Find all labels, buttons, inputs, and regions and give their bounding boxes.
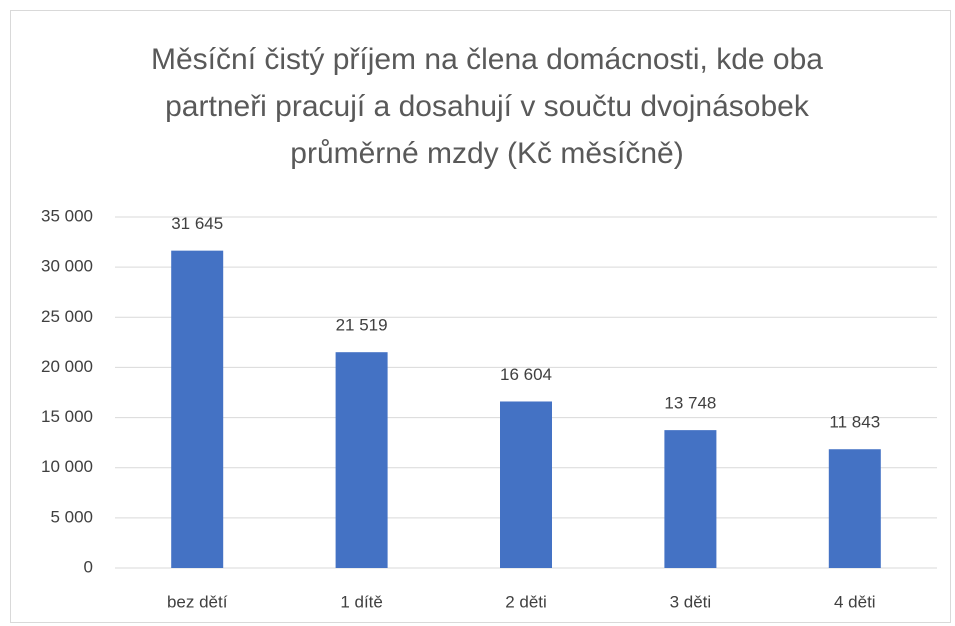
y-tick-label: 20 000 [41,357,93,376]
data-label: 31 645 [171,214,223,233]
y-tick-label: 25 000 [41,307,93,326]
x-tick-label: 3 děti [670,592,712,611]
y-tick-label: 35 000 [41,206,93,225]
x-tick-label: 1 dítě [340,592,383,611]
bar [664,430,717,568]
x-tick-label: 2 děti [505,592,547,611]
bar [335,352,388,568]
x-tick-label: bez dětí [167,592,228,611]
y-tick-label: 10 000 [41,457,93,476]
chart-border [10,10,951,623]
y-tick-label: 5 000 [50,507,93,526]
data-label: 16 604 [500,365,552,384]
bar [500,401,552,568]
data-label: 11 843 [829,413,880,432]
y-tick-label: 0 [84,557,93,576]
data-label: 21 519 [336,316,388,335]
y-tick-label: 30 000 [41,257,93,276]
bar [828,449,881,568]
chart-title: Měsíční čistý příjem na člena domácnosti… [151,43,823,170]
y-tick-label: 15 000 [41,407,93,426]
bar [171,250,224,568]
data-label: 13 748 [664,394,716,413]
x-tick-label: 4 děti [834,592,876,611]
